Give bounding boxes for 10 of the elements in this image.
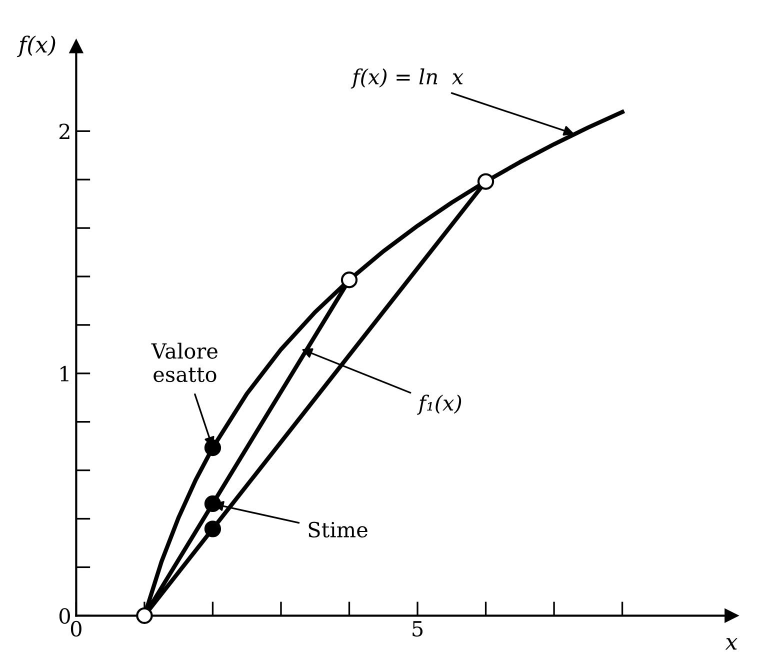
annotation: Valore esatto [151,342,218,382]
annotation: f(x) = ln x [350,68,464,89]
x-tick-label: 5 [412,621,423,637]
annotation: Stime [308,522,368,538]
y-axis-title: f(x) [17,36,56,58]
x-axis-title: x [725,638,738,650]
annotation: f₁(x) [417,394,462,415]
y-tick-label: 1 [60,366,68,382]
y-tick-label: 2 [59,124,70,140]
y-tick-label: 0 [59,608,70,624]
